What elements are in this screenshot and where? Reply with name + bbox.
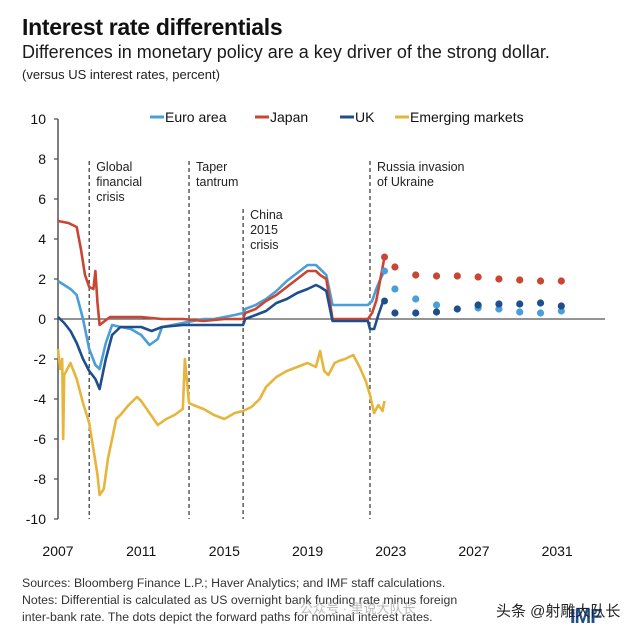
forward-dot-uk — [453, 305, 461, 313]
forward-dot-euro-area — [412, 295, 420, 303]
notes-line-1: Notes: Differential is calculated as US … — [22, 593, 458, 607]
watermark-faint: 公众号 · 里说大队长 — [300, 601, 416, 616]
forward-dot-euro-area — [516, 308, 524, 316]
forward-dot-japan — [412, 271, 420, 279]
watermark: 头条 @射雕大队长 — [496, 603, 621, 620]
x-tick-label: 2023 — [375, 543, 406, 559]
event-label: financial — [96, 175, 142, 189]
event-label: 2015 — [250, 223, 278, 237]
forward-dot-uk — [516, 300, 524, 308]
series-line-euro-area — [57, 263, 386, 371]
forward-dot-euro-area — [536, 309, 545, 317]
x-tick-label: 2015 — [209, 543, 240, 559]
forward-dot-uk — [557, 302, 565, 310]
chart-title: Interest rate differentials — [22, 14, 283, 40]
series-line-uk — [57, 283, 386, 391]
legend: Euro area Japan UK Emerging markets — [150, 109, 524, 125]
annotations: GlobalfinancialcrisisTapertantrumChina20… — [88, 160, 465, 519]
y-tick-label: 2 — [38, 271, 46, 287]
x-tick-label: 2011 — [126, 543, 156, 559]
forward-dot-japan — [516, 276, 524, 284]
forward-dot-uk — [432, 308, 441, 316]
imf-logo: IMF — [570, 606, 602, 628]
forward-dot-japan — [453, 272, 461, 280]
y-tick-label: -2 — [34, 351, 47, 367]
legend-label: Emerging markets — [410, 109, 524, 125]
chart-units: (versus US interest rates, percent) — [22, 67, 220, 82]
series-line-emerging-markets — [56, 348, 386, 497]
x-tick-label: 2007 — [42, 543, 73, 559]
series-layer — [56, 219, 386, 497]
event-label: crisis — [250, 238, 278, 252]
y-tick-label: 10 — [30, 111, 46, 127]
event-label: China — [250, 208, 283, 222]
forward-dot-euro-area — [557, 307, 565, 315]
legend-label: UK — [355, 109, 375, 125]
forward-dot-uk — [495, 300, 503, 308]
event-label: crisis — [96, 190, 124, 204]
x-tick-label: 2031 — [542, 543, 573, 559]
forward-dot-japan — [474, 273, 482, 281]
legend-label: Euro area — [165, 109, 227, 125]
y-tick-label: -8 — [34, 471, 47, 487]
chart-subtitle: Differences in monetary policy are a key… — [22, 42, 550, 62]
x-tick-label: 2027 — [458, 543, 489, 559]
forward-dot-japan — [432, 272, 441, 280]
forward-dot-uk — [391, 309, 399, 317]
y-tick-label: -10 — [26, 511, 46, 527]
forward-dots-layer — [381, 253, 565, 317]
y-tick-label: -6 — [34, 431, 47, 447]
forward-dot-japan — [536, 277, 545, 285]
forward-dot-euro-area — [432, 301, 441, 309]
legend-label: Japan — [270, 109, 308, 125]
forward-dot-euro-area — [381, 267, 389, 275]
y-tick-label: 8 — [38, 151, 46, 167]
forward-dot-euro-area — [495, 305, 503, 313]
forward-dot-uk — [381, 297, 389, 305]
y-tick-label: 6 — [38, 191, 46, 207]
y-tick-label: 0 — [38, 311, 46, 327]
series-line-japan — [57, 219, 386, 327]
event-label: of Ukraine — [377, 175, 434, 189]
sources-note: Sources: Bloomberg Finance L.P.; Haver A… — [22, 576, 446, 590]
event-label: tantrum — [196, 175, 238, 189]
forward-dot-japan — [495, 275, 503, 283]
forward-dot-japan — [381, 253, 389, 261]
event-label: Taper — [196, 160, 227, 174]
event-label: Russia invasion — [377, 160, 465, 174]
forward-dot-uk — [412, 309, 420, 317]
notes-line-2: inter-bank rate. The dots depict the for… — [22, 610, 433, 624]
forward-dot-uk — [536, 299, 545, 307]
forward-dot-euro-area — [391, 285, 399, 293]
forward-dot-japan — [391, 263, 399, 271]
event-label: Global — [96, 160, 132, 174]
y-tick-label: -4 — [34, 391, 47, 407]
x-tick-label: 2019 — [292, 543, 323, 559]
y-tick-label: 4 — [38, 231, 46, 247]
forward-dot-japan — [557, 277, 565, 285]
forward-dot-uk — [474, 301, 482, 309]
